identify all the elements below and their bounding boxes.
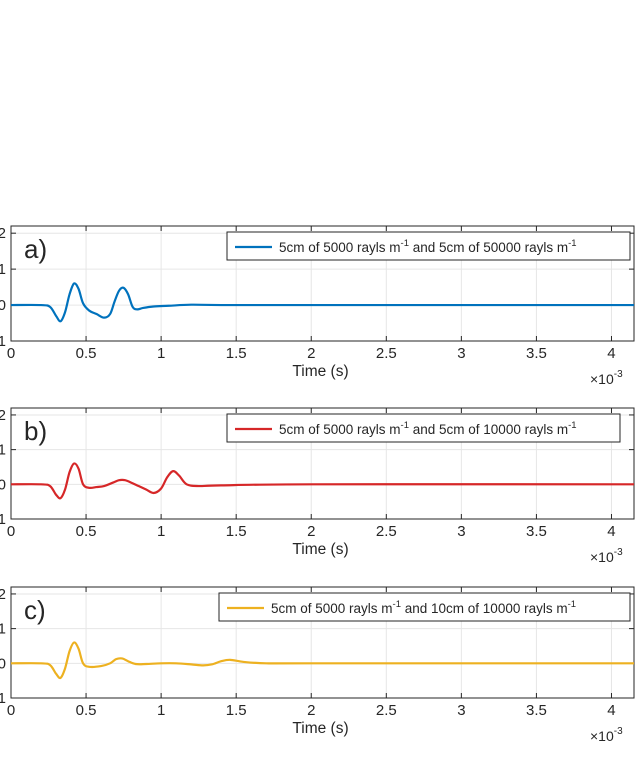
series-line — [10, 641, 634, 680]
x-multiplier-base: ×10 — [590, 728, 614, 744]
y-tick-label: 0 — [0, 297, 6, 314]
axes-box — [10, 225, 635, 342]
x-axis-label: Time (s) — [292, 541, 348, 558]
x-tick-label: 0.5 — [76, 702, 97, 719]
y-tick-label: 2 — [0, 407, 6, 424]
panel-label: b) — [24, 416, 47, 446]
y-tick-label: -1 — [0, 690, 6, 707]
x-multiplier-exponent: -3 — [614, 547, 623, 558]
legend-box — [226, 231, 631, 261]
y-tick-label: 2 — [0, 586, 6, 603]
axes-box — [10, 407, 635, 520]
x-multiplier: ×10-3 — [590, 726, 623, 744]
x-multiplier: ×10-3 — [590, 369, 623, 387]
legend-text: 5cm of 5000 rayls m — [279, 240, 401, 255]
x-tick-label: 1 — [157, 345, 165, 362]
legend-entry: 5cm of 5000 rayls m-1 and 5cm of 50000 r… — [279, 238, 577, 255]
x-tick-label: 2 — [307, 345, 315, 362]
legend-superscript: -1 — [401, 238, 409, 249]
x-axis-label: Time (s) — [292, 363, 348, 380]
x-tick-label: 2 — [307, 702, 315, 719]
legend-text: 5cm of 5000 rayls m — [279, 422, 401, 437]
x-tick-label: 3 — [457, 345, 465, 362]
legend-superscript: -1 — [393, 599, 401, 610]
panel-label: c) — [24, 595, 46, 625]
x-tick-label: 2.5 — [376, 523, 397, 540]
legend-superscript: -1 — [568, 238, 576, 249]
y-tick-label: -1 — [0, 333, 6, 350]
legend-text: and 5cm of 10000 rayls m — [409, 422, 568, 437]
legend-superscript: -1 — [568, 420, 576, 431]
x-tick-label: 1 — [157, 523, 165, 540]
x-tick-label: 2.5 — [376, 345, 397, 362]
y-tick-label: 1 — [0, 261, 6, 278]
series-line — [10, 462, 635, 500]
y-tick-label: 2 — [0, 225, 6, 242]
x-tick-label: 1.5 — [226, 702, 247, 719]
series-line — [10, 282, 634, 323]
legend-entry: 5cm of 5000 rayls m-1 and 10cm of 10000 … — [271, 599, 576, 616]
x-tick-label: 3 — [457, 702, 465, 719]
x-axis-label: Time (s) — [292, 720, 348, 737]
x-tick-label: 4 — [607, 523, 615, 540]
y-tick-label: 0 — [0, 655, 6, 672]
x-tick-label: 3.5 — [526, 523, 547, 540]
panel-label: a) — [24, 234, 47, 264]
legend-superscript: -1 — [568, 599, 576, 610]
x-tick-label: 1.5 — [226, 523, 247, 540]
x-tick-label: 2.5 — [376, 702, 397, 719]
legend-text: and 5cm of 50000 rayls m — [409, 240, 568, 255]
x-multiplier-base: ×10 — [590, 371, 614, 387]
legend-entry: 5cm of 5000 rayls m-1 and 5cm of 10000 r… — [279, 420, 577, 437]
x-multiplier: ×10-3 — [590, 547, 623, 565]
x-tick-label: 0 — [7, 702, 15, 719]
x-tick-label: 4 — [607, 702, 615, 719]
y-tick-label: 1 — [0, 442, 6, 459]
x-multiplier-exponent: -3 — [614, 726, 623, 737]
x-tick-label: 0.5 — [76, 345, 97, 362]
x-multiplier-base: ×10 — [590, 549, 614, 565]
legend-text: and 10cm of 10000 rayls m — [401, 601, 568, 616]
y-tick-label: 1 — [0, 621, 6, 638]
x-tick-label: 1.5 — [226, 345, 247, 362]
x-tick-label: 0 — [7, 345, 15, 362]
legend: 5cm of 5000 rayls m-1 and 5cm of 50000 r… — [226, 231, 631, 261]
x-tick-label: 0 — [7, 523, 15, 540]
x-tick-label: 2 — [307, 523, 315, 540]
y-tick-label: 0 — [0, 476, 6, 493]
x-tick-label: 0.5 — [76, 523, 97, 540]
legend-box — [226, 413, 621, 443]
x-multiplier-exponent: -3 — [614, 369, 623, 380]
x-tick-label: 4 — [607, 345, 615, 362]
y-tick-label: -1 — [0, 511, 6, 528]
legend: 5cm of 5000 rayls m-1 and 5cm of 10000 r… — [226, 413, 621, 443]
x-tick-label: 3 — [457, 523, 465, 540]
x-tick-label: 3.5 — [526, 345, 547, 362]
x-tick-label: 1 — [157, 702, 165, 719]
legend: 5cm of 5000 rayls m-1 and 10cm of 10000 … — [218, 592, 631, 622]
legend-superscript: -1 — [401, 420, 409, 431]
x-tick-label: 3.5 — [526, 702, 547, 719]
legend-text: 5cm of 5000 rayls m — [271, 601, 393, 616]
legend-box — [218, 592, 631, 622]
axes-box — [10, 586, 635, 699]
